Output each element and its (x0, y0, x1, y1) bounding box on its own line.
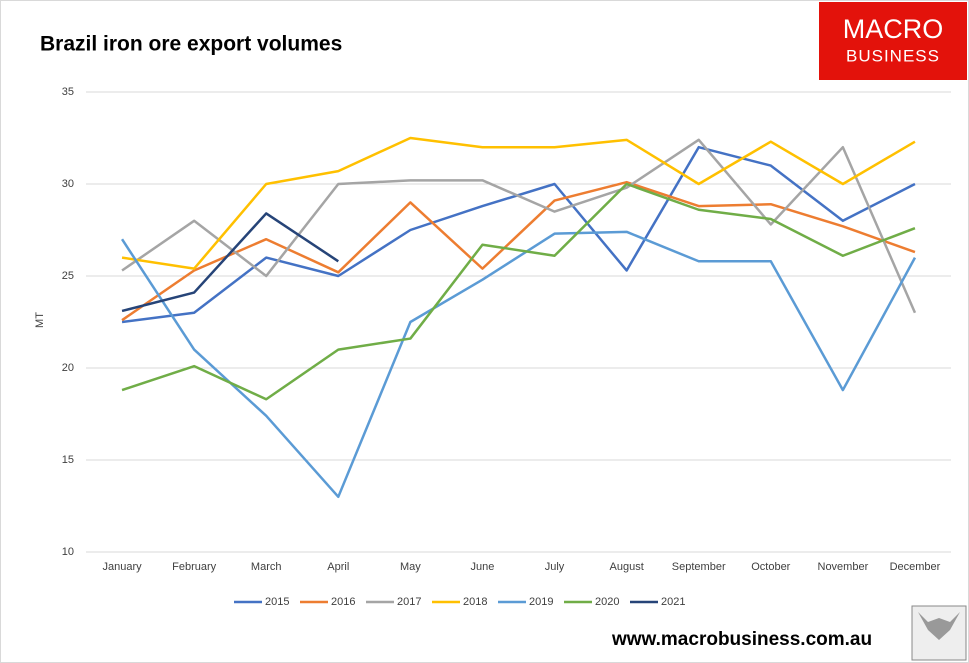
legend-label: 2019 (529, 596, 553, 608)
x-tick-label: September (672, 561, 726, 573)
x-tick-label: August (610, 561, 644, 573)
logo-text: BUSINESS (846, 46, 940, 65)
y-tick-label: 25 (62, 270, 74, 282)
x-tick-label: November (818, 561, 869, 573)
legend-label: 2017 (397, 596, 421, 608)
y-tick-label: 15 (62, 454, 74, 466)
legend-label: 2020 (595, 596, 619, 608)
series-line (120, 230, 917, 499)
x-tick-label: July (545, 561, 565, 573)
logo-box (819, 2, 967, 80)
y-tick-label: 30 (62, 178, 74, 190)
series-line (121, 136, 916, 270)
x-tick-label: May (400, 561, 421, 573)
y-tick-label: 20 (62, 362, 74, 374)
footer: www.macrobusiness.com.au (611, 629, 872, 650)
legend-label: 2021 (661, 596, 685, 608)
series-line (121, 180, 916, 322)
x-tick-label: December (890, 561, 941, 573)
x-tick-label: June (471, 561, 495, 573)
x-tick-label: February (172, 561, 217, 573)
x-tick-label: March (251, 561, 282, 573)
x-tick-label: October (751, 561, 790, 573)
x-tick-label: January (102, 561, 142, 573)
wolf-icon (918, 612, 960, 640)
x-tick-label: April (327, 561, 349, 573)
series-line (121, 212, 339, 313)
legend-label: 2015 (265, 596, 289, 608)
chart-title: Brazil iron ore export volumes (40, 33, 342, 56)
legend-label: 2018 (463, 596, 487, 608)
y-axis-label: MT (34, 312, 46, 328)
legend-label: 2016 (331, 596, 355, 608)
y-tick-label: 10 (62, 546, 74, 558)
series-line (121, 138, 917, 314)
y-tick-label: 35 (62, 86, 74, 98)
logo-text: MACRO (843, 14, 944, 44)
series-line (121, 182, 916, 401)
